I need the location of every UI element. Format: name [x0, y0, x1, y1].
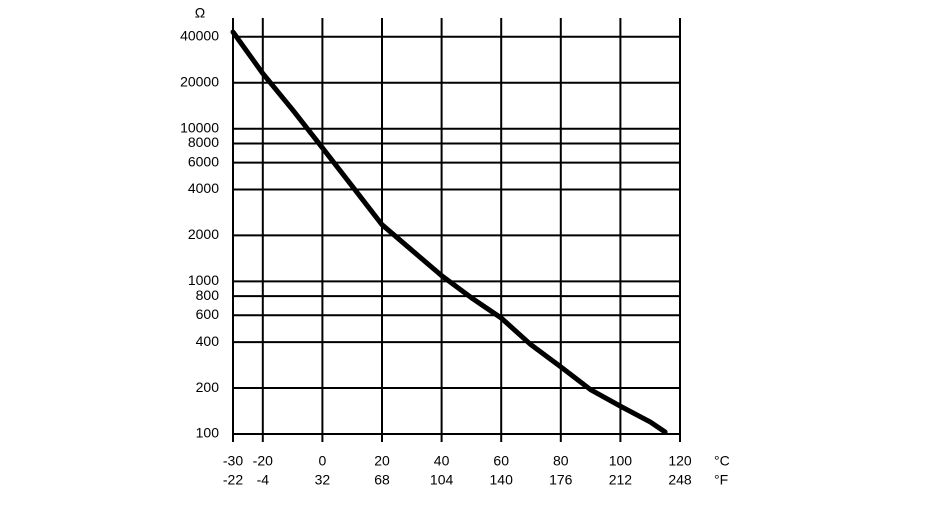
- x2-tick-label: -22: [223, 472, 243, 488]
- y-tick-label: 40000: [180, 27, 219, 43]
- x-tick-label: 20: [374, 453, 390, 469]
- y-tick-label: 6000: [188, 153, 219, 169]
- x-tick-label: 0: [319, 453, 327, 469]
- x-tick-label: 120: [668, 453, 692, 469]
- x2-unit-label: °F: [714, 472, 728, 488]
- y-tick-label: 4000: [188, 180, 219, 196]
- x-tick-label: -20: [253, 453, 273, 469]
- x-tick-label: 80: [553, 453, 569, 469]
- y-tick-label: 600: [196, 306, 220, 322]
- y-tick-label: 100: [196, 425, 220, 441]
- y-tick-label: 8000: [188, 134, 219, 150]
- x2-tick-label: 176: [549, 472, 573, 488]
- x2-tick-label: 68: [374, 472, 390, 488]
- x-tick-label: 60: [493, 453, 509, 469]
- y-axis-label: Ω: [195, 5, 205, 21]
- x-tick-label: 100: [609, 453, 633, 469]
- y-tick-label: 20000: [180, 73, 219, 89]
- y-tick-label: 2000: [188, 226, 219, 242]
- x-tick-label: 40: [434, 453, 450, 469]
- x2-tick-label: -4: [257, 472, 270, 488]
- x-unit-label: °C: [714, 453, 730, 469]
- x2-tick-label: 248: [668, 472, 692, 488]
- x2-tick-label: 32: [315, 472, 331, 488]
- x2-tick-label: 212: [609, 472, 633, 488]
- x-tick-label: -30: [223, 453, 243, 469]
- x2-tick-label: 140: [490, 472, 514, 488]
- x2-tick-label: 104: [430, 472, 454, 488]
- y-tick-label: 400: [196, 333, 220, 349]
- y-tick-label: 800: [196, 287, 220, 303]
- y-tick-label: 200: [196, 379, 220, 395]
- y-tick-label: 1000: [188, 272, 219, 288]
- curve: [230, 29, 668, 435]
- y-tick-label: 10000: [180, 119, 219, 135]
